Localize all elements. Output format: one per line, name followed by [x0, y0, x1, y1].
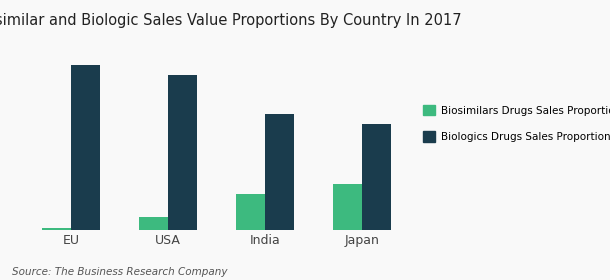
- Bar: [333, 184, 362, 230]
- Bar: [265, 114, 294, 230]
- Bar: [139, 217, 168, 230]
- Title: Biosimilar and Biologic Sales Value Proportions By Country In 2017: Biosimilar and Biologic Sales Value Prop…: [0, 13, 461, 28]
- Bar: [362, 124, 391, 230]
- Bar: [236, 195, 265, 230]
- Bar: [168, 75, 197, 230]
- Bar: [42, 228, 71, 230]
- Text: Source: The Business Research Company: Source: The Business Research Company: [12, 267, 228, 277]
- Legend: Biosimilars Drugs Sales Proportion (%), Biologics Drugs Sales Proportion (%): Biosimilars Drugs Sales Proportion (%), …: [418, 99, 610, 147]
- Bar: [71, 64, 100, 230]
